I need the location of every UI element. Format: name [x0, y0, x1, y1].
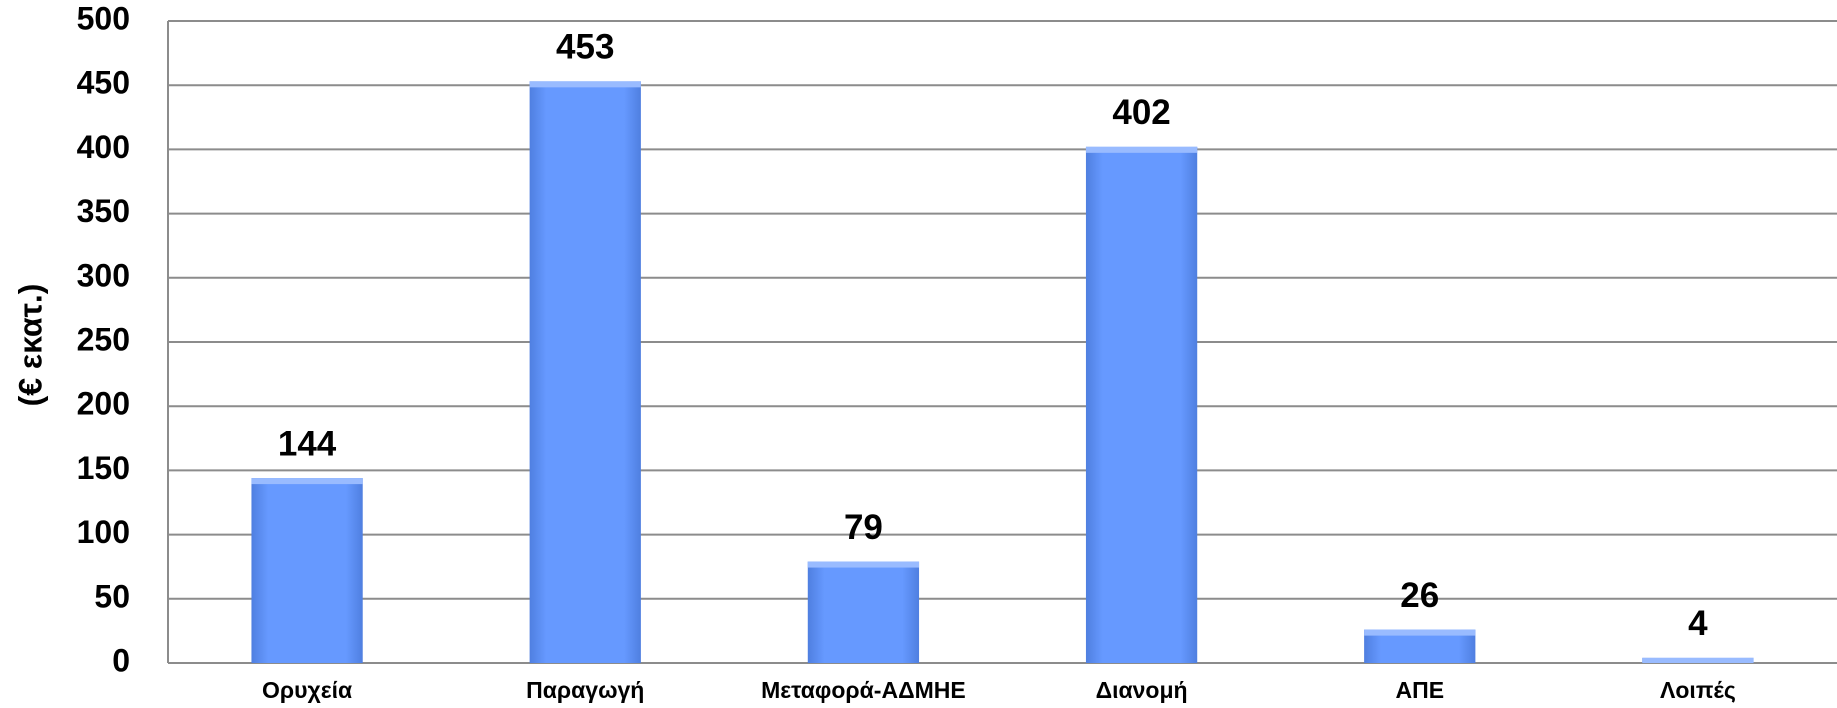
bar-cap [1364, 629, 1476, 636]
y-tick-label: 50 [94, 578, 130, 614]
bar [529, 81, 641, 663]
y-tick-label: 150 [77, 450, 130, 486]
y-tick-label: 300 [77, 257, 130, 293]
x-tick-label: ΑΠΕ [1395, 677, 1444, 703]
y-tick-label: 500 [77, 0, 130, 36]
y-tick-label: 250 [77, 321, 130, 357]
bar [1085, 146, 1198, 663]
bar-cap [251, 478, 363, 485]
y-tick-label: 100 [77, 514, 130, 550]
data-label: 79 [844, 508, 883, 547]
bar [251, 478, 363, 663]
bar-cap [807, 561, 920, 568]
bar-cap [529, 81, 641, 88]
y-axis-label: (€ εκατ.) [12, 284, 48, 407]
bar-cap [1642, 657, 1754, 663]
data-label: 4 [1688, 604, 1708, 643]
x-tick-label: Παραγωγή [526, 677, 644, 703]
bar-cap [1085, 146, 1198, 153]
data-label: 26 [1400, 576, 1439, 615]
x-tick-label: Μεταφορά-ΑΔΜΗΕ [761, 677, 966, 703]
data-label: 402 [1112, 93, 1170, 132]
y-tick-label: 350 [77, 193, 130, 229]
bar [807, 561, 920, 663]
x-tick-label: Λοιπές [1660, 677, 1736, 703]
y-tick-label: 450 [77, 65, 130, 101]
y-tick-label: 0 [112, 642, 130, 678]
y-tick-label: 400 [77, 129, 130, 165]
data-label: 144 [278, 424, 337, 463]
data-label: 453 [556, 28, 614, 67]
y-tick-label: 200 [77, 386, 130, 422]
x-tick-label: Διανομή [1096, 677, 1188, 703]
x-tick-label: Ορυχεία [262, 677, 352, 703]
